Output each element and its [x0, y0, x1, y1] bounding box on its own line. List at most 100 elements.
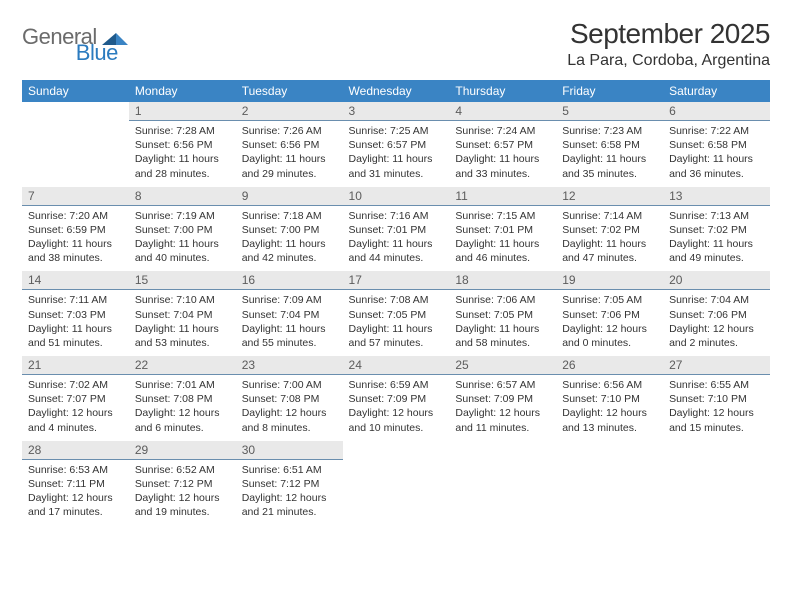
daylight-text: Daylight: 11 hours and 40 minutes.: [135, 237, 230, 265]
weekday-header: Saturday: [663, 80, 770, 102]
day-details: Sunrise: 6:55 AMSunset: 7:10 PMDaylight:…: [663, 375, 770, 441]
day-number: 11: [449, 187, 556, 206]
day-details: Sunrise: 7:26 AMSunset: 6:56 PMDaylight:…: [236, 121, 343, 187]
calendar-row: 1Sunrise: 7:28 AMSunset: 6:56 PMDaylight…: [22, 102, 770, 187]
day-number: 23: [236, 356, 343, 375]
sunset-text: Sunset: 6:56 PM: [242, 138, 337, 152]
day-details: Sunrise: 7:25 AMSunset: 6:57 PMDaylight:…: [343, 121, 450, 187]
daylight-text: Daylight: 11 hours and 47 minutes.: [562, 237, 657, 265]
sunset-text: Sunset: 7:03 PM: [28, 308, 123, 322]
sunset-text: Sunset: 7:04 PM: [242, 308, 337, 322]
location-text: La Para, Cordoba, Argentina: [567, 52, 770, 70]
daylight-text: Daylight: 12 hours and 8 minutes.: [242, 406, 337, 434]
calendar-cell: [343, 441, 450, 526]
daylight-text: Daylight: 11 hours and 28 minutes.: [135, 152, 230, 180]
calendar-cell: 22Sunrise: 7:01 AMSunset: 7:08 PMDayligh…: [129, 356, 236, 441]
day-number: 22: [129, 356, 236, 375]
day-number: 6: [663, 102, 770, 121]
daylight-text: Daylight: 11 hours and 42 minutes.: [242, 237, 337, 265]
sunrise-text: Sunrise: 7:15 AM: [455, 209, 550, 223]
sunset-text: Sunset: 7:00 PM: [135, 223, 230, 237]
day-details: Sunrise: 7:11 AMSunset: 7:03 PMDaylight:…: [22, 290, 129, 356]
calendar-cell: 26Sunrise: 6:56 AMSunset: 7:10 PMDayligh…: [556, 356, 663, 441]
weekday-header: Tuesday: [236, 80, 343, 102]
sunrise-text: Sunrise: 7:13 AM: [669, 209, 764, 223]
sunset-text: Sunset: 7:01 PM: [349, 223, 444, 237]
day-details: Sunrise: 7:10 AMSunset: 7:04 PMDaylight:…: [129, 290, 236, 356]
daylight-text: Daylight: 12 hours and 2 minutes.: [669, 322, 764, 350]
daylight-text: Daylight: 12 hours and 11 minutes.: [455, 406, 550, 434]
sunrise-text: Sunrise: 6:52 AM: [135, 463, 230, 477]
day-details: Sunrise: 6:57 AMSunset: 7:09 PMDaylight:…: [449, 375, 556, 441]
sunrise-text: Sunrise: 7:18 AM: [242, 209, 337, 223]
day-details: Sunrise: 7:05 AMSunset: 7:06 PMDaylight:…: [556, 290, 663, 356]
calendar-cell: 19Sunrise: 7:05 AMSunset: 7:06 PMDayligh…: [556, 271, 663, 356]
day-number: 5: [556, 102, 663, 121]
calendar-cell: 7Sunrise: 7:20 AMSunset: 6:59 PMDaylight…: [22, 187, 129, 272]
sunset-text: Sunset: 6:59 PM: [28, 223, 123, 237]
day-details: Sunrise: 7:02 AMSunset: 7:07 PMDaylight:…: [22, 375, 129, 441]
sunrise-text: Sunrise: 6:57 AM: [455, 378, 550, 392]
calendar-cell: 30Sunrise: 6:51 AMSunset: 7:12 PMDayligh…: [236, 441, 343, 526]
sunset-text: Sunset: 7:01 PM: [455, 223, 550, 237]
daylight-text: Daylight: 11 hours and 53 minutes.: [135, 322, 230, 350]
sunset-text: Sunset: 6:56 PM: [135, 138, 230, 152]
calendar-cell: 28Sunrise: 6:53 AMSunset: 7:11 PMDayligh…: [22, 441, 129, 526]
sunset-text: Sunset: 7:02 PM: [562, 223, 657, 237]
day-number: 16: [236, 271, 343, 290]
day-number: 26: [556, 356, 663, 375]
sunset-text: Sunset: 7:11 PM: [28, 477, 123, 491]
sunrise-text: Sunrise: 7:23 AM: [562, 124, 657, 138]
weekday-header: Sunday: [22, 80, 129, 102]
sunset-text: Sunset: 7:04 PM: [135, 308, 230, 322]
calendar-cell: 11Sunrise: 7:15 AMSunset: 7:01 PMDayligh…: [449, 187, 556, 272]
daylight-text: Daylight: 12 hours and 0 minutes.: [562, 322, 657, 350]
sunset-text: Sunset: 7:09 PM: [349, 392, 444, 406]
day-details: Sunrise: 6:53 AMSunset: 7:11 PMDaylight:…: [22, 460, 129, 526]
calendar-cell: 8 Sunrise: 7:19 AMSunset: 7:00 PMDaylight…: [129, 187, 236, 272]
calendar-cell: 13Sunrise: 7:13 AMSunset: 7:02 PMDayligh…: [663, 187, 770, 272]
sunrise-text: Sunrise: 7:16 AM: [349, 209, 444, 223]
month-title: September 2025: [567, 18, 770, 50]
sunrise-text: Sunrise: 7:02 AM: [28, 378, 123, 392]
day-details: Sunrise: 7:14 AMSunset: 7:02 PMDaylight:…: [556, 206, 663, 272]
day-number: 15: [129, 271, 236, 290]
day-details: Sunrise: 7:15 AMSunset: 7:01 PMDaylight:…: [449, 206, 556, 272]
calendar-cell: 29Sunrise: 6:52 AMSunset: 7:12 PMDayligh…: [129, 441, 236, 526]
sunrise-text: Sunrise: 7:01 AM: [135, 378, 230, 392]
day-details: Sunrise: 7:08 AMSunset: 7:05 PMDaylight:…: [343, 290, 450, 356]
sunset-text: Sunset: 7:08 PM: [135, 392, 230, 406]
daylight-text: Daylight: 11 hours and 55 minutes.: [242, 322, 337, 350]
calendar-cell: 27Sunrise: 6:55 AMSunset: 7:10 PMDayligh…: [663, 356, 770, 441]
sunrise-text: Sunrise: 7:00 AM: [242, 378, 337, 392]
day-details: Sunrise: 6:56 AMSunset: 7:10 PMDaylight:…: [556, 375, 663, 441]
calendar-cell: 12Sunrise: 7:14 AMSunset: 7:02 PMDayligh…: [556, 187, 663, 272]
daylight-text: Daylight: 12 hours and 15 minutes.: [669, 406, 764, 434]
day-number: 24: [343, 356, 450, 375]
calendar-cell: 17Sunrise: 7:08 AMSunset: 7:05 PMDayligh…: [343, 271, 450, 356]
day-number: 17: [343, 271, 450, 290]
calendar-cell: 1Sunrise: 7:28 AMSunset: 6:56 PMDaylight…: [129, 102, 236, 187]
daylight-text: Daylight: 12 hours and 10 minutes.: [349, 406, 444, 434]
sunset-text: Sunset: 7:10 PM: [562, 392, 657, 406]
day-number: 8: [129, 187, 236, 206]
sunset-text: Sunset: 7:07 PM: [28, 392, 123, 406]
daylight-text: Daylight: 12 hours and 13 minutes.: [562, 406, 657, 434]
daylight-text: Daylight: 11 hours and 31 minutes.: [349, 152, 444, 180]
day-details: Sunrise: 6:52 AMSunset: 7:12 PMDaylight:…: [129, 460, 236, 526]
page-header: General Blue September 2025 La Para, Cor…: [22, 18, 770, 70]
daylight-text: Daylight: 11 hours and 44 minutes.: [349, 237, 444, 265]
daylight-text: Daylight: 11 hours and 35 minutes.: [562, 152, 657, 180]
sunrise-text: Sunrise: 7:25 AM: [349, 124, 444, 138]
weekday-header: Friday: [556, 80, 663, 102]
day-number: 9: [236, 187, 343, 206]
calendar-cell: 4Sunrise: 7:24 AMSunset: 6:57 PMDaylight…: [449, 102, 556, 187]
sunset-text: Sunset: 6:58 PM: [562, 138, 657, 152]
day-details: Sunrise: 7:01 AMSunset: 7:08 PMDaylight:…: [129, 375, 236, 441]
sunrise-text: Sunrise: 7:24 AM: [455, 124, 550, 138]
calendar-table: Sunday Monday Tuesday Wednesday Thursday…: [22, 80, 770, 525]
sunrise-text: Sunrise: 7:19 AM: [135, 209, 230, 223]
calendar-cell: 15Sunrise: 7:10 AMSunset: 7:04 PMDayligh…: [129, 271, 236, 356]
calendar-cell: 21Sunrise: 7:02 AMSunset: 7:07 PMDayligh…: [22, 356, 129, 441]
calendar-cell: 5 Sunrise: 7:23 AMSunset: 6:58 PMDaylight…: [556, 102, 663, 187]
